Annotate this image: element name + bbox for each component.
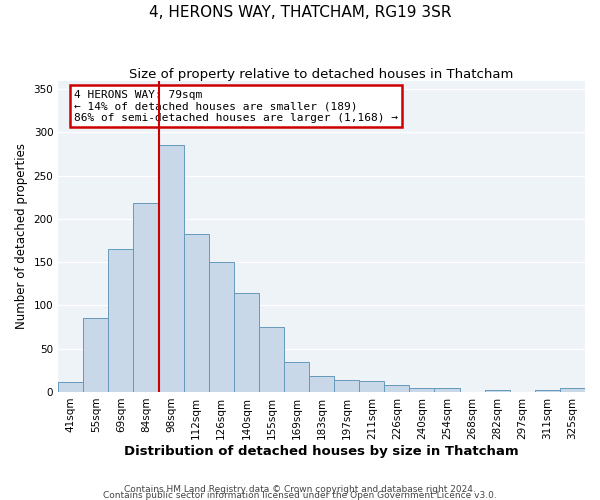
Bar — [309, 376, 334, 392]
Bar — [434, 388, 460, 392]
Bar — [83, 318, 109, 392]
Bar — [109, 249, 133, 392]
Bar — [385, 385, 409, 392]
Bar — [334, 380, 359, 392]
Bar — [184, 234, 209, 392]
Bar — [485, 390, 510, 392]
Bar — [409, 388, 434, 392]
Bar — [259, 327, 284, 392]
Bar — [158, 146, 184, 392]
Bar — [133, 204, 158, 392]
Bar — [284, 362, 309, 392]
Text: 4, HERONS WAY, THATCHAM, RG19 3SR: 4, HERONS WAY, THATCHAM, RG19 3SR — [149, 5, 451, 20]
Bar — [58, 382, 83, 392]
Bar — [234, 294, 259, 392]
Bar — [359, 380, 385, 392]
Bar — [535, 390, 560, 392]
Title: Size of property relative to detached houses in Thatcham: Size of property relative to detached ho… — [130, 68, 514, 80]
Text: 4 HERONS WAY: 79sqm
← 14% of detached houses are smaller (189)
86% of semi-detac: 4 HERONS WAY: 79sqm ← 14% of detached ho… — [74, 90, 398, 123]
Text: Contains HM Land Registry data © Crown copyright and database right 2024.: Contains HM Land Registry data © Crown c… — [124, 484, 476, 494]
Text: Contains public sector information licensed under the Open Government Licence v3: Contains public sector information licen… — [103, 490, 497, 500]
Y-axis label: Number of detached properties: Number of detached properties — [15, 143, 28, 329]
X-axis label: Distribution of detached houses by size in Thatcham: Distribution of detached houses by size … — [124, 444, 519, 458]
Bar — [209, 262, 234, 392]
Bar — [560, 388, 585, 392]
